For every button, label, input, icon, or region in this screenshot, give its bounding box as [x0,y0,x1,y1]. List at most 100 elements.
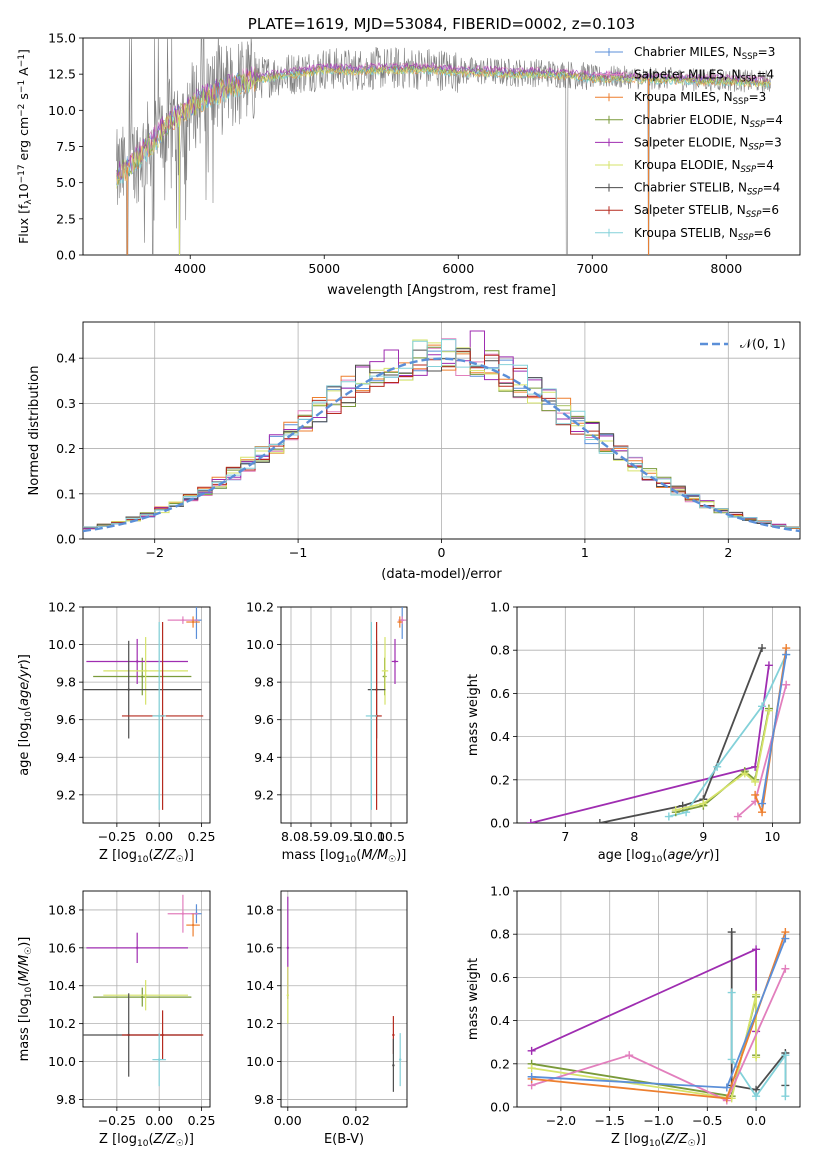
legend-label-8: Kroupa STELIB, NSSP=6 [634,226,771,243]
mass-vs-Z-ytick-label-1: 10.0 [48,1054,76,1069]
mass-vs-Z-ytick-label-2: 10.2 [48,1016,76,1031]
age-vs-Z-plot-area [83,607,204,810]
age-vs-Z-point-3 [141,675,144,678]
residuals-axes: −2 −1 0 1 2 0.0 0.1 0.2 0.3 0.4 [56,321,801,560]
age-vs-mass-xtick-label-3: 9.5 [341,829,361,844]
residuals-xtick-label-0: −2 [145,545,163,560]
mass-weight-vs-Z-xtick-label-3: −0.5 [692,1113,722,1128]
mass-vs-Z-ytick-label-5: 10.8 [48,902,76,917]
legend-label-7: Salpeter STELIB, NSSP=6 [634,203,779,220]
age-vs-mass-plot-area [365,607,407,810]
mass-weight-vs-Z-xtick-label-2: −1.0 [643,1113,673,1128]
mass-weight-vs-Z-marker-5-1 [625,1051,634,1060]
age-vs-Z-ytick-label-2: 9.6 [56,712,76,727]
age-vs-mass-axes: 8.0 8.5 9.0 9.510.010.59.29.49.69.810.010.2 [246,600,408,844]
spectrum-axes: 4000 5000 6000 7000 8000 0.0 2.5 5.0 7.5 10.0 12.5… [48,31,801,276]
age-vs-mass-ytick-label-3: 9.8 [254,675,274,690]
mass-vs-EBV-axes: 0.00 0.02 9.8 10.0 10.2 10.4 10.6 10.8 [246,890,408,1128]
legend-label-1: Salpeter MILES, NSSP=4 [634,68,774,85]
age-vs-Z-frame [82,606,211,824]
mass-vs-Z-point-3 [141,995,144,999]
mass-weight-vs-Z-ytick-label-3: 0.6 [490,970,510,985]
mass-weight-vs-age-marker-0-0 [526,819,535,823]
mass-vs-Z-axes: −0.25 0.00 0.25 9.8 10.0 10.2 10.4 10.6 10.8 [48,890,215,1128]
spectrum-model-line-5 [116,61,771,181]
mass-vs-EBV-point-0 [286,946,290,950]
age-vs-Z-axes: −0.25 0.00 0.25 9.2 9.4 9.6 9.8 10.0 10.2 [48,600,215,845]
legend-label-0: Chabrier MILES, NSSP=3 [634,45,775,62]
mass-vs-EBV-xtick-label-1: 0.02 [342,1113,370,1128]
mass-weight-vs-age-ylabel: mass weight [466,674,481,756]
age-vs-mass-xtick-label-0: 8.0 [281,829,301,844]
mass-weight-vs-Z-marker-0-1 [752,945,761,954]
mass-weight-vs-Z-marker-7-1 [722,1083,731,1092]
mass-weight-vs-age-ytick-label-2: 0.4 [490,729,510,744]
age-vs-mass-xtick-label-1: 8.5 [301,829,321,844]
legend-label-5: Kroupa ELODIE, NSSP=4 [634,158,774,175]
mass-vs-EBV-point-3 [398,1058,402,1061]
age-vs-mass-xtick-label-5: 10.5 [377,829,405,844]
age-vs-Z-ytick-label-0: 9.2 [56,787,76,802]
mass-weight-vs-age-ytick-label-4: 0.8 [490,643,510,658]
age-vs-Z-ylabel: age [log10(age/yr)] [17,654,34,776]
mass-weight-vs-Z-xtick-label-4: 0.0 [746,1113,766,1128]
mass-vs-EBV-point-4 [392,1064,395,1067]
mass-weight-vs-age-xtick-label-0: 7 [561,829,569,844]
mass-vs-EBV-plot-area [286,896,402,1092]
mass-weight-vs-age-marker-4-1 [699,799,708,808]
age-vs-mass-point-4 [393,660,397,663]
mass-vs-Z-ylabel: mass [log10(M/M☉)] [17,937,34,1062]
mass-vs-Z-xtick-label-0: −0.25 [98,1113,136,1128]
age-vs-Z-point-4 [135,660,139,663]
mass-weight-vs-Z-marker-5-3 [781,964,790,973]
mass-weight-vs-age-marker-6-1 [758,808,767,817]
legend-label-6: Chabrier STELIB, NSSP=4 [634,181,780,198]
mass-weight-vs-Z-plot-area [527,928,790,1105]
mass-weight-vs-age-marker-2-0 [664,812,673,821]
spectrum-xtick-label-3: 7000 [576,261,608,276]
residuals-xtick-label-2: 0 [438,545,446,560]
legend-label-2: Kroupa MILES, NSSP=3 [634,90,766,107]
spectrum-ytick-label-0: 0.0 [56,248,76,263]
mass-weight-vs-Z-marker-7-0 [527,1072,536,1081]
mass-weight-vs-age-frame [516,606,801,824]
residuals-ytick-label-1: 0.1 [56,486,76,501]
age-vs-mass-ytick-label-0: 9.2 [254,787,274,802]
residuals-ylabel: Normed distribution [27,366,42,496]
mass-vs-Z-ytick-label-4: 10.6 [48,940,76,955]
residuals-ytick-label-0: 0.0 [56,532,76,547]
mass-vs-Z-xlabel: Z [log10(Z/Z☉)] [99,1132,194,1149]
mass-weight-vs-age-marker-2-2 [713,762,722,771]
mass-weight-vs-Z-marker-2-3 [781,1051,790,1060]
mass-weight-vs-Z-marker-6-1 [722,1094,731,1103]
mass-weight-vs-Z-ytick-label-5: 1.0 [490,884,510,899]
spectrum-ytick-label-6: 15.0 [48,31,76,46]
age-vs-Z-ytick-label-3: 9.8 [56,675,76,690]
mass-weight-vs-age-ytick-label-1: 0.2 [490,772,510,787]
gaussian-curve [83,357,800,533]
spectrum-ytick-label-2: 5.0 [56,175,76,190]
age-vs-mass-point-2 [398,620,401,624]
mass-weight-vs-age-marker-7-0 [758,799,767,808]
mass-vs-EBV-point-1 [286,994,290,997]
mass-weight-vs-age-marker-2-3 [758,702,767,711]
mass-weight-vs-age-ytick-label-0: 0.0 [490,816,510,831]
spectrum-ytick-label-3: 7.5 [56,139,76,154]
age-vs-mass-ytick-label-5: 10.2 [246,600,274,615]
mass-weight-vs-Z-marker-4-2 [752,990,761,999]
mass-weight-vs-Z-series-0 [531,947,757,1052]
mass-vs-EBV-xlabel: E(B-V) [324,1132,364,1147]
mass-weight-vs-Z-marker-1-0 [727,928,736,937]
age-vs-mass-frame [280,606,408,824]
mass-vs-Z-xtick-label-1: 0.00 [145,1113,173,1128]
age-vs-Z-xtick-label-0: −0.25 [98,829,136,844]
mass-weight-vs-age-ytick-label-5: 1.0 [490,600,510,615]
mass-weight-vs-age-marker-4-2 [740,769,749,778]
residuals-xtick-label-1: −1 [289,545,307,560]
age-vs-Z-point-5 [144,669,147,673]
mass-weight-vs-Z-marker-2-4 [781,1092,790,1101]
age-vs-mass-xtick-label-4: 10.0 [357,829,385,844]
mass-weight-vs-Z-ylabel: mass weight [466,958,481,1040]
mass-weight-vs-age-marker-5-0 [733,812,742,821]
spectrum-xtick-label-2: 6000 [442,261,474,276]
